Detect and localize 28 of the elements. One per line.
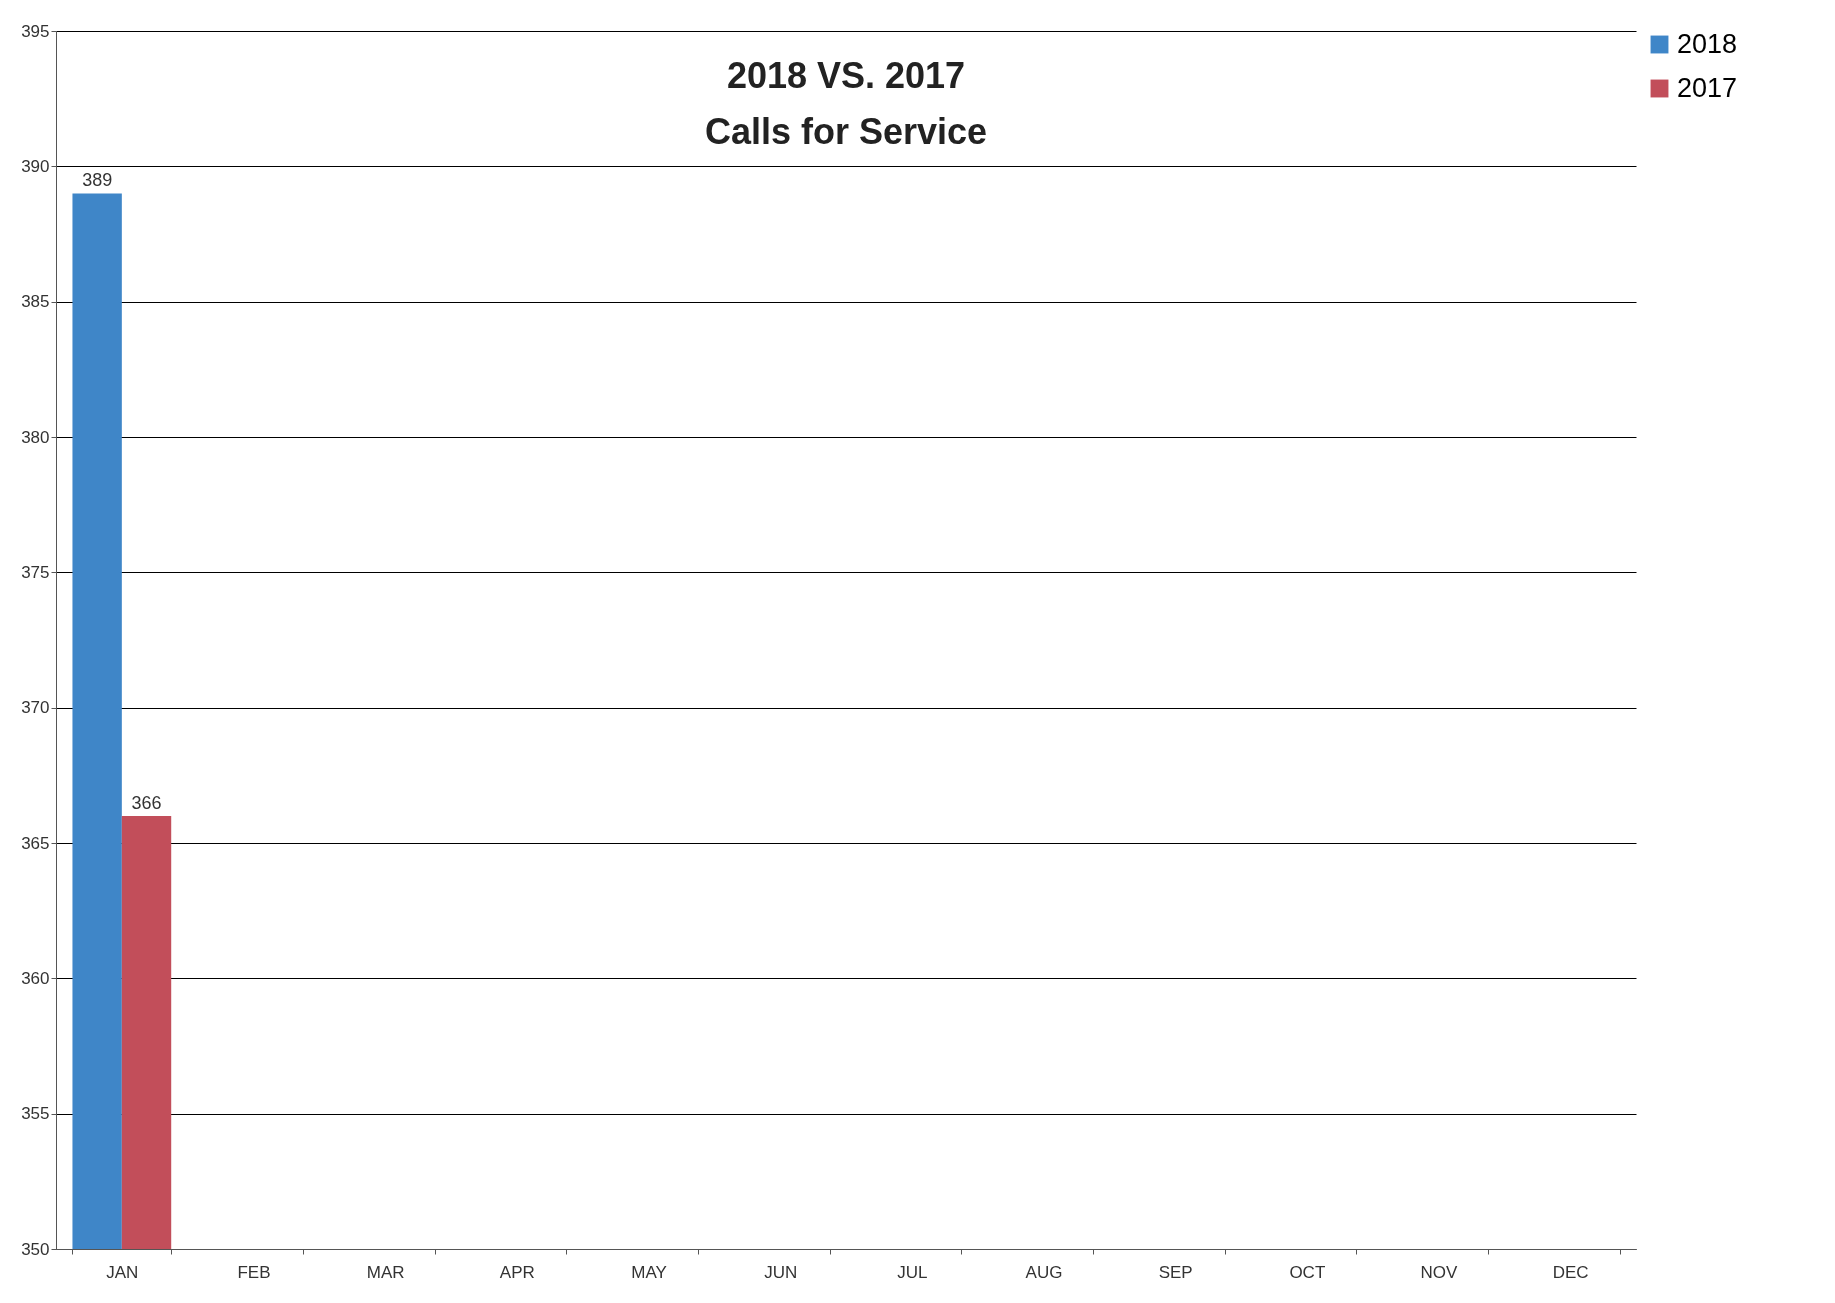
- x-tick-label: SEP: [1158, 1262, 1193, 1282]
- text: 2018 VS. 2017: [726, 55, 966, 96]
- y-tick-label: 385: [21, 292, 50, 312]
- legend-label: 2018: [1677, 28, 1738, 59]
- y-tick-label: 370: [21, 698, 50, 718]
- x-tick-label: NOV: [1420, 1262, 1459, 1282]
- x-tick-label: JAN: [106, 1262, 139, 1282]
- y-tick-label: 380: [21, 427, 50, 447]
- legend-label: 2017: [1677, 72, 1738, 103]
- data-label: 366: [131, 792, 162, 813]
- x-tick-label: AUG: [1025, 1262, 1063, 1282]
- x-tick-label: MAY: [631, 1262, 667, 1282]
- y-tick-label: 390: [21, 156, 50, 176]
- y-tick-label: 365: [21, 833, 50, 853]
- x-tick-label: APR: [499, 1262, 535, 1282]
- x-tick-label: OCT: [1289, 1262, 1326, 1282]
- x-tick-label: DEC: [1552, 1262, 1589, 1282]
- y-tick-label: 360: [21, 968, 50, 988]
- y-tick-label: 350: [21, 1239, 50, 1259]
- y-tick-label: 395: [21, 21, 50, 41]
- x-tick-label: FEB: [237, 1262, 271, 1282]
- y-tick-label: 375: [21, 562, 50, 582]
- x-tick-label: JUN: [764, 1262, 798, 1282]
- data-label: 389: [82, 170, 113, 191]
- x-tick-label: MAR: [366, 1262, 405, 1282]
- y-tick-label: 355: [21, 1104, 50, 1124]
- x-tick-label: JUL: [897, 1262, 928, 1282]
- text: Calls for Service: [704, 111, 988, 152]
